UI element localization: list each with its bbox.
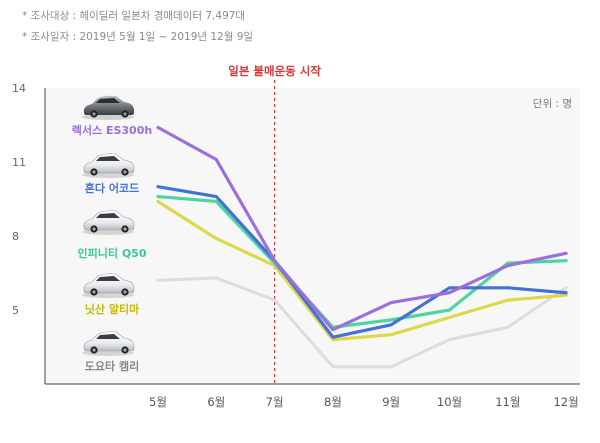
series-label-toyota: 도요타 캠리 xyxy=(85,359,139,373)
x-tick-label: 12월 xyxy=(553,395,578,409)
x-tick-label: 9월 xyxy=(382,395,400,409)
x-tick-label: 8월 xyxy=(324,395,342,409)
survey-period-note: * 조사일자 : 2019년 5월 1일 ~ 2019년 12월 9일 xyxy=(22,31,254,43)
lexus-car-icon xyxy=(82,95,134,120)
series-label-nissan: 닛산 알티마 xyxy=(85,302,140,316)
nissan-car-icon xyxy=(82,273,135,298)
survey-target-note: * 조사대상 : 헤이딜러 일본차 경매데이터 7,497대 xyxy=(22,10,246,22)
x-tick-label: 5월 xyxy=(149,395,167,409)
y-tick-label: 5 xyxy=(12,304,19,317)
plot-area xyxy=(45,88,580,384)
infiniti-car-icon xyxy=(82,210,135,235)
honda-car-icon xyxy=(82,153,135,178)
series-line-toyota xyxy=(156,276,568,369)
unit-label: 단위 : 명 xyxy=(533,97,572,110)
x-tick-label: 11월 xyxy=(495,395,520,409)
series-label-lexus: 렉서스 ES300h xyxy=(72,123,152,137)
series-line-honda xyxy=(156,185,568,339)
boycott-annotation: 일본 불매운동 시작 xyxy=(228,64,321,78)
y-tick-label: 11 xyxy=(12,156,26,169)
series-label-infiniti: 인피니티 Q50 xyxy=(78,246,147,260)
toyota-car-icon xyxy=(82,331,135,356)
series-label-honda: 혼다 어코드 xyxy=(85,181,139,195)
series-line-lexus xyxy=(156,125,568,332)
y-tick-label: 8 xyxy=(12,230,19,243)
x-tick-label: 7월 xyxy=(266,395,284,409)
x-tick-label: 6월 xyxy=(207,395,225,409)
y-tick-label: 14 xyxy=(12,82,26,95)
x-tick-label: 10월 xyxy=(437,395,462,409)
series-line-nissan xyxy=(156,199,568,342)
